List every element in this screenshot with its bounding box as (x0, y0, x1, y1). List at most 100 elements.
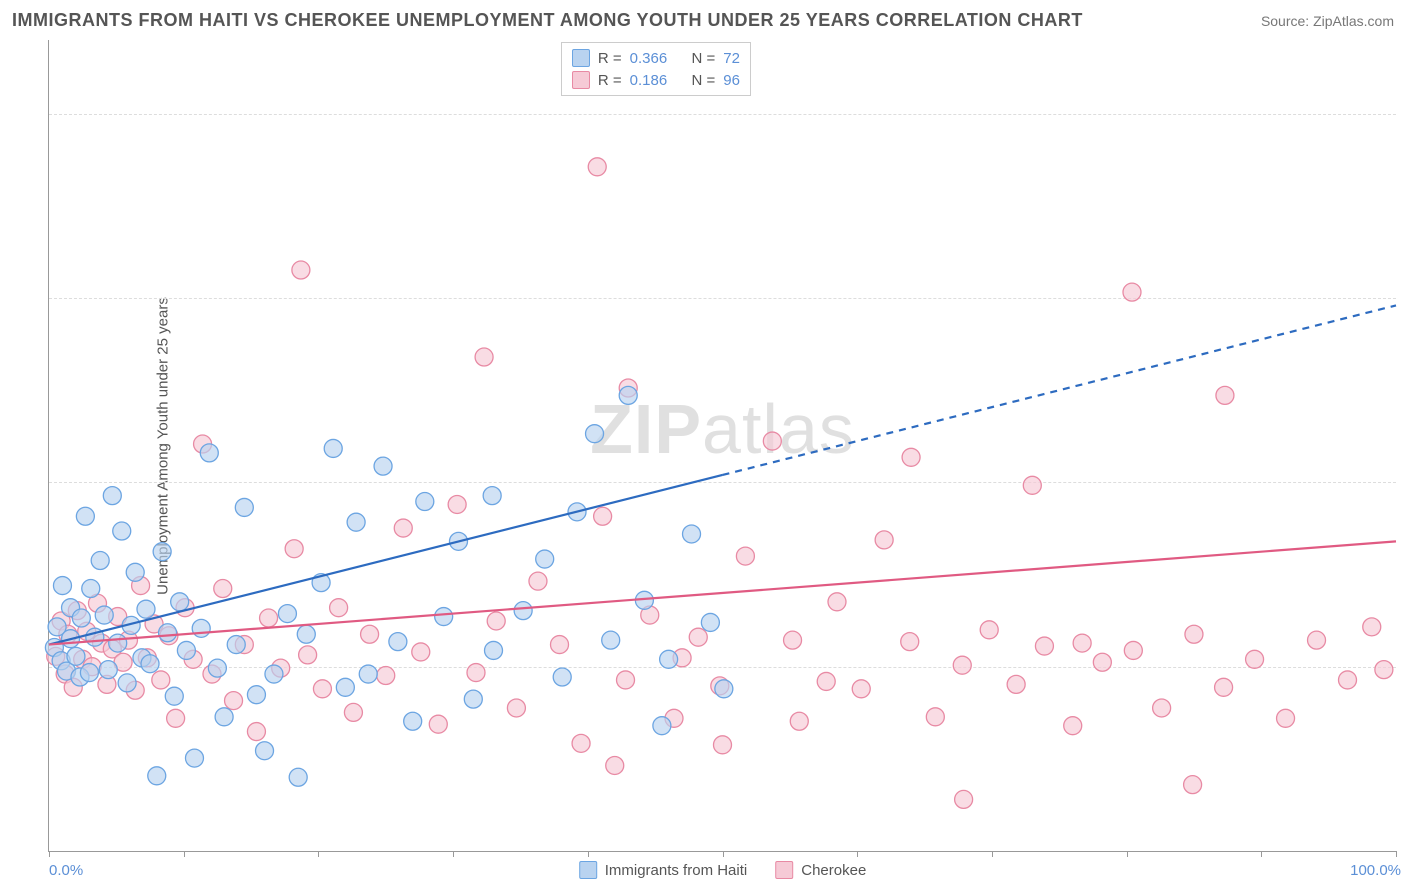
data-point-haiti (289, 768, 307, 786)
data-point-haiti (148, 767, 166, 785)
data-point-cherokee (901, 633, 919, 651)
data-point-cherokee (313, 680, 331, 698)
legend-swatch-haiti (572, 49, 590, 67)
series-legend-cherokee: Cherokee (775, 861, 866, 879)
data-point-haiti (247, 686, 265, 704)
data-point-cherokee (152, 671, 170, 689)
data-point-haiti (483, 487, 501, 505)
data-point-cherokee (736, 547, 754, 565)
data-point-cherokee (902, 448, 920, 466)
n-label: N = (692, 50, 716, 67)
data-point-haiti (653, 717, 671, 735)
data-point-haiti (118, 674, 136, 692)
y-tick-label: 37.5% (1401, 290, 1406, 307)
data-point-cherokee (292, 261, 310, 279)
x-tick (1396, 851, 1397, 857)
data-point-haiti (91, 552, 109, 570)
data-point-cherokee (763, 432, 781, 450)
trend-line-dash-haiti (723, 305, 1397, 475)
n-label: N = (692, 72, 716, 89)
correlation-legend-row-haiti: R = 0.366 N = 72 (572, 47, 740, 69)
legend-swatch-cherokee-icon (775, 861, 793, 879)
scatter-plot-svg (49, 40, 1396, 851)
data-point-cherokee (1023, 476, 1041, 494)
data-point-haiti (141, 655, 159, 673)
data-point-haiti (265, 665, 283, 683)
chart-source: Source: ZipAtlas.com (1261, 13, 1394, 29)
data-point-cherokee (214, 580, 232, 598)
data-point-haiti (347, 513, 365, 531)
data-point-cherokee (1073, 634, 1091, 652)
source-name: ZipAtlas.com (1313, 13, 1394, 29)
data-point-cherokee (1216, 386, 1234, 404)
data-point-cherokee (377, 667, 395, 685)
data-point-cherokee (817, 672, 835, 690)
data-point-haiti (485, 641, 503, 659)
data-point-cherokee (1093, 653, 1111, 671)
data-point-cherokee (412, 643, 430, 661)
data-point-haiti (278, 605, 296, 623)
data-point-cherokee (953, 656, 971, 674)
data-point-haiti (76, 507, 94, 525)
data-point-haiti (126, 563, 144, 581)
data-point-cherokee (1035, 637, 1053, 655)
x-axis-max-label: 100.0% (1350, 862, 1401, 879)
x-tick (49, 851, 50, 857)
data-point-haiti (177, 641, 195, 659)
data-point-cherokee (1064, 717, 1082, 735)
data-point-haiti (256, 742, 274, 760)
data-point-cherokee (617, 671, 635, 689)
data-point-cherokee (361, 625, 379, 643)
legend-swatch-cherokee (572, 71, 590, 89)
source-prefix: Source: (1261, 13, 1313, 29)
data-point-cherokee (1184, 776, 1202, 794)
data-point-cherokee (572, 734, 590, 752)
data-point-haiti (701, 613, 719, 631)
data-point-cherokee (225, 692, 243, 710)
data-point-cherokee (714, 736, 732, 754)
data-point-haiti (553, 668, 571, 686)
data-point-cherokee (828, 593, 846, 611)
data-point-cherokee (467, 664, 485, 682)
legend-swatch-haiti-icon (579, 861, 597, 879)
x-tick (857, 851, 858, 857)
data-point-haiti (602, 631, 620, 649)
data-point-haiti (404, 712, 422, 730)
x-tick (1127, 851, 1128, 857)
data-point-cherokee (1215, 678, 1233, 696)
n-value-haiti: 72 (723, 50, 740, 67)
data-point-cherokee (429, 715, 447, 733)
data-point-cherokee (1375, 661, 1393, 679)
data-point-cherokee (1277, 709, 1295, 727)
data-point-haiti (53, 577, 71, 595)
data-point-cherokee (955, 790, 973, 808)
data-point-haiti (185, 749, 203, 767)
data-point-haiti (227, 636, 245, 654)
data-point-haiti (200, 444, 218, 462)
data-point-cherokee (1308, 631, 1326, 649)
data-point-cherokee (1185, 625, 1203, 643)
data-point-haiti (324, 439, 342, 457)
data-point-cherokee (1153, 699, 1171, 717)
data-point-cherokee (551, 636, 569, 654)
data-point-cherokee (852, 680, 870, 698)
y-tick-label: 12.5% (1401, 658, 1406, 675)
series-legend: Immigrants from Haiti Cherokee (579, 861, 867, 879)
data-point-haiti (374, 457, 392, 475)
data-point-haiti (113, 522, 131, 540)
data-point-haiti (82, 580, 100, 598)
data-point-haiti (359, 665, 377, 683)
chart-plot-area: Unemployment Among Youth under 25 years … (48, 40, 1396, 852)
correlation-legend-row-cherokee: R = 0.186 N = 96 (572, 69, 740, 91)
data-point-haiti (159, 624, 177, 642)
data-point-haiti (435, 608, 453, 626)
data-point-haiti (336, 678, 354, 696)
data-point-haiti (109, 634, 127, 652)
chart-title: IMMIGRANTS FROM HAITI VS CHEROKEE UNEMPL… (12, 10, 1083, 31)
data-point-cherokee (1246, 650, 1264, 668)
data-point-haiti (683, 525, 701, 543)
data-point-cherokee (247, 723, 265, 741)
series-label-haiti: Immigrants from Haiti (605, 862, 748, 879)
data-point-haiti (715, 680, 733, 698)
data-point-cherokee (1124, 641, 1142, 659)
